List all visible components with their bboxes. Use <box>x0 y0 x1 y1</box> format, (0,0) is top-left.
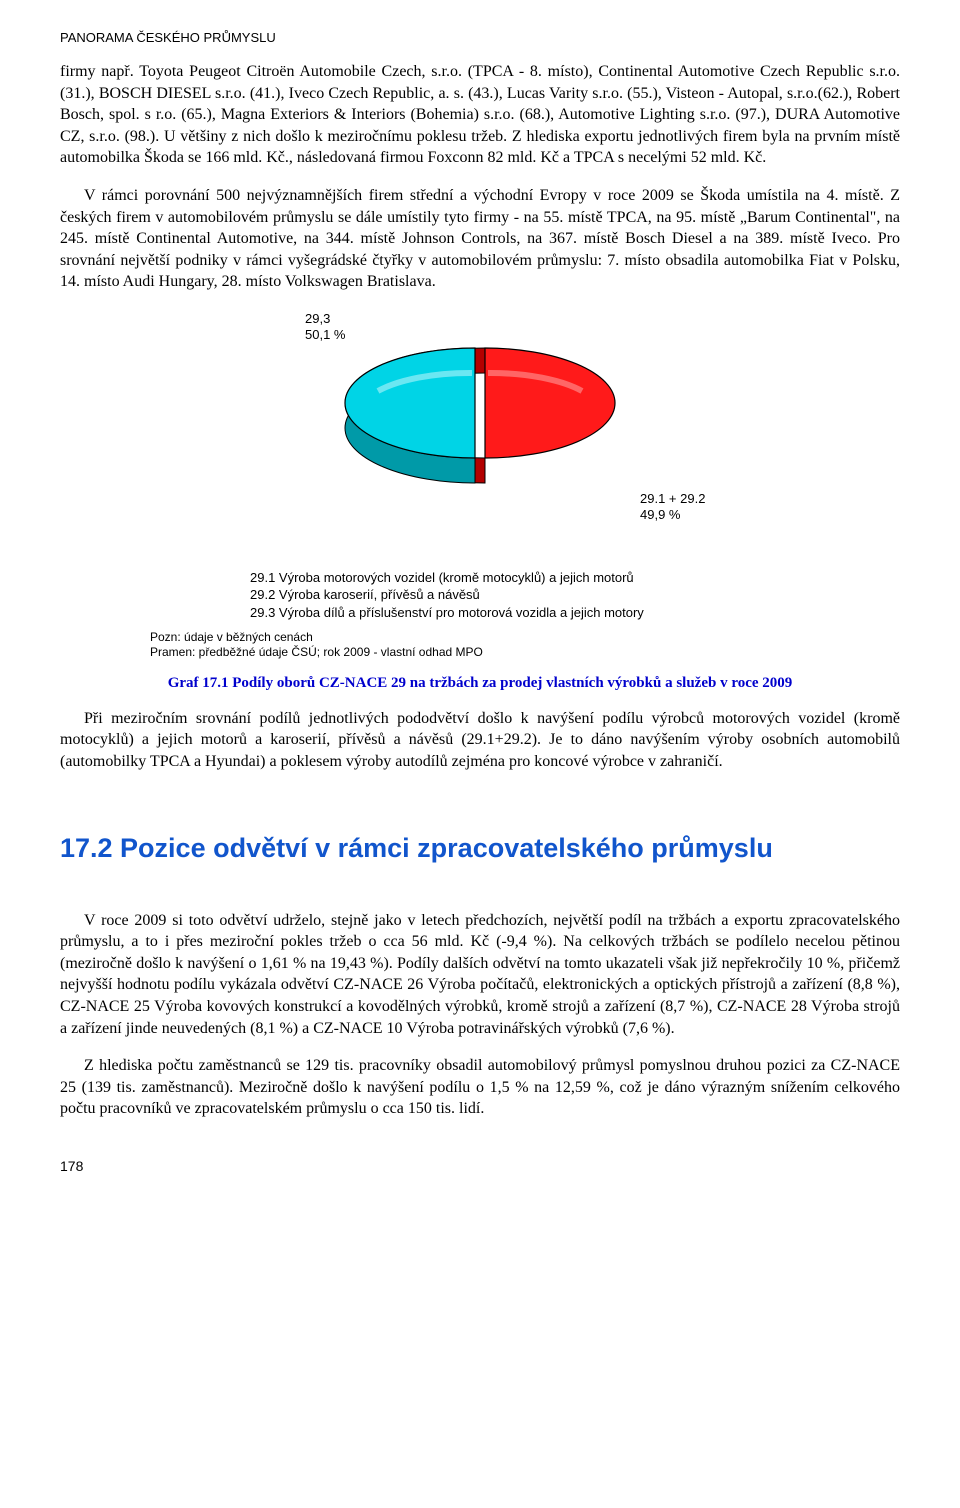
pie-label-right-1: 29.1 + 29.2 <box>640 491 705 506</box>
legend-item-3: 29.3 Výroba dílů a příslušenství pro mot… <box>250 604 900 622</box>
legend-item-1: 29.1 Výroba motorových vozidel (kromě mo… <box>250 569 900 587</box>
paragraph-4: V roce 2009 si toto odvětví udrželo, ste… <box>60 910 900 1040</box>
pie-label-left-1: 29,3 <box>305 311 330 326</box>
section-title: 17.2 Pozice odvětví v rámci zpracovatels… <box>60 833 900 864</box>
legend-item-2: 29.2 Výroba karoserií, přívěsů a návěsů <box>250 586 900 604</box>
chart-caption: Graf 17.1 Podíly oborů CZ-NACE 29 na trž… <box>60 675 900 692</box>
pie-chart: 29,3 50,1 % 29.1 + 29.2 49,9 % <box>210 303 750 563</box>
note-line-2: Pramen: předběžné údaje ČSÚ; rok 2009 - … <box>150 645 900 661</box>
page-number: 178 <box>60 1158 900 1174</box>
pie-slice-right-top <box>485 348 615 458</box>
paragraph-2: V rámci porovnání 500 nejvýznamnějších f… <box>60 185 900 293</box>
note-line-1: Pozn: údaje v běžných cenách <box>150 630 900 646</box>
pie-label-right-2: 49,9 % <box>640 507 681 522</box>
pie-chart-container: 29,3 50,1 % 29.1 + 29.2 49,9 % <box>60 303 900 563</box>
chart-notes: Pozn: údaje v běžných cenách Pramen: pře… <box>150 630 900 661</box>
chart-legend: 29.1 Výroba motorových vozidel (kromě mo… <box>250 569 900 622</box>
pie-label-left-2: 50,1 % <box>305 327 346 342</box>
paragraph-3: Při meziročním srovnání podílů jednotliv… <box>60 708 900 773</box>
paragraph-1: firmy např. Toyota Peugeot Citroën Autom… <box>60 61 900 169</box>
page-header: PANORAMA ČESKÉHO PRŮMYSLU <box>60 30 900 45</box>
paragraph-5: Z hlediska počtu zaměstnanců se 129 tis.… <box>60 1055 900 1120</box>
